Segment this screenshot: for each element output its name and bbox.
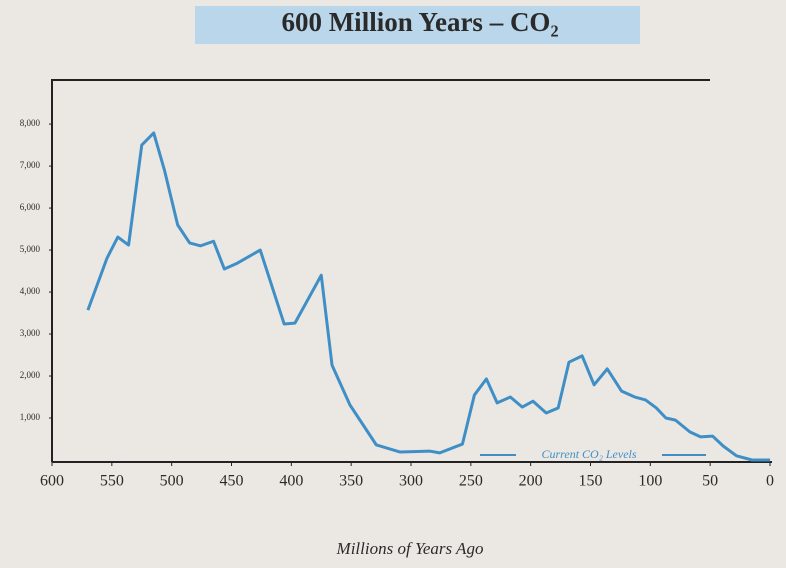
y-tick-label: 5,000 bbox=[20, 244, 41, 254]
y-tick-label: 2,000 bbox=[20, 370, 41, 380]
x-tick-label: 350 bbox=[339, 473, 363, 490]
y-tick-label: 6,000 bbox=[20, 202, 41, 212]
x-tick-label: 50 bbox=[702, 473, 718, 490]
x-tick-label: 200 bbox=[519, 473, 543, 490]
title-band bbox=[195, 6, 640, 44]
x-tick-label: 0 bbox=[766, 473, 774, 490]
y-tick-label: 3,000 bbox=[20, 328, 41, 338]
chart-title: 600 Million Years – CO₂ bbox=[281, 7, 558, 37]
x-tick-label: 600 bbox=[40, 473, 64, 490]
frame bbox=[51, 79, 710, 462]
x-tick-label: 500 bbox=[160, 473, 184, 490]
co2-line bbox=[86, 131, 770, 462]
x-tick-label: 300 bbox=[399, 473, 423, 490]
y-tick-label: 1,000 bbox=[20, 412, 41, 422]
y-tick-label: 8,000 bbox=[20, 118, 41, 128]
x-tick-label: 400 bbox=[279, 473, 303, 490]
x-axis-label: Millions of Years Ago bbox=[336, 539, 484, 558]
y-tick-label: 7,000 bbox=[20, 160, 41, 170]
x-tick-label: 100 bbox=[638, 473, 662, 490]
x-tick-label: 150 bbox=[579, 473, 603, 490]
y-tick-label: 4,000 bbox=[20, 286, 41, 296]
x-tick-label: 250 bbox=[459, 473, 483, 490]
x-tick-label: 450 bbox=[220, 473, 244, 490]
annotation: Current CO₂ Levels bbox=[541, 447, 636, 461]
x-tick-label: 550 bbox=[100, 473, 124, 490]
